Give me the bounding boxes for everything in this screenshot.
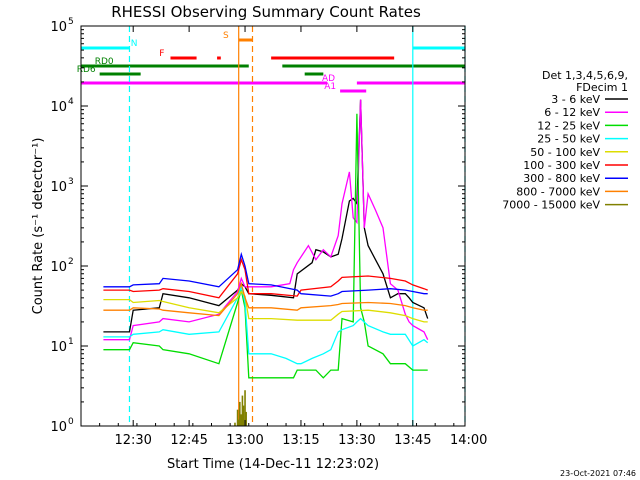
x-axis: 12:30 12:45 13:00 13:15 13:30 13:45 14:00: [80, 26, 487, 448]
footer-date: 23-Oct-2021 07:46: [560, 469, 636, 478]
y-tick-exponent-4: 4: [68, 97, 74, 107]
series-line-7: [103, 281, 428, 317]
legend-label-6: 300 - 800 keV: [523, 172, 600, 185]
series-line-5: [103, 257, 428, 299]
flag-label-a1: A1: [324, 82, 336, 92]
legend-label-4: 50 - 100 keV: [530, 146, 600, 159]
y-tick-label-0: 10: [50, 420, 67, 435]
y-tick-label-4: 10: [50, 100, 67, 115]
flag-label-rd0: RD0: [95, 57, 114, 67]
legend-label-2: 12 - 25 keV: [537, 119, 600, 132]
series-line-6: [103, 251, 428, 297]
y-axis-label: Count Rate (s⁻¹ detector⁻¹): [31, 138, 46, 315]
plot-frame: [80, 25, 466, 427]
legend-label-1: 6 - 12 keV: [544, 106, 600, 119]
y-tick-label-3: 10: [50, 180, 67, 195]
flag-label-ad: AD: [322, 74, 335, 84]
chart-title: RHESSI Observing Summary Count Rates: [111, 3, 421, 21]
series-8-bar-7: [244, 390, 246, 426]
y-tick-exponent-3: 3: [68, 177, 74, 187]
flag-label-f: F: [159, 49, 164, 59]
x-tick-label-4: 13:30: [338, 433, 375, 448]
series-line-4: [103, 290, 428, 323]
series-8-bar-4: [240, 414, 243, 426]
x-tick-label-2: 13:00: [226, 433, 263, 448]
y-tick-exponent-5: 5: [68, 17, 74, 27]
x-axis-label: Start Time (14-Dec-11 12:23:02): [167, 457, 379, 472]
y-tick-label-2: 10: [50, 260, 67, 275]
x-tick-label-1: 12:45: [170, 433, 207, 448]
y-tick-exponent-0: 0: [68, 417, 74, 427]
legend-header-1: FDecim 1: [576, 81, 628, 94]
series-8-bar-8: [245, 411, 247, 426]
marker-lines: [128, 26, 466, 426]
series-line-2: [103, 113, 428, 379]
x-tick-label-6: 14:00: [450, 433, 487, 448]
series-8-bar-5: [241, 395, 244, 426]
x-tick-label-5: 13:45: [394, 433, 431, 448]
x-tick-label-3: 13:15: [282, 433, 319, 448]
series-8-bar-1: [236, 409, 239, 426]
legend-label-5: 100 - 300 keV: [523, 159, 600, 172]
y-tick-label-1: 10: [50, 340, 67, 355]
flag-label-rd6: RD6: [77, 65, 96, 75]
legend-label-0: 3 - 6 keV: [551, 93, 600, 106]
legend-label-3: 25 - 50 keV: [537, 133, 600, 146]
y-tick-exponent-1: 1: [68, 337, 74, 347]
series-8-bar-2: [237, 419, 240, 426]
flag-label-n: N: [131, 39, 138, 49]
legend-label-7: 800 - 7000 keV: [516, 185, 600, 198]
series-line-1: [103, 99, 429, 341]
y-tick-exponent-2: 2: [68, 257, 74, 267]
legend-label-8: 7000 - 15000 keV: [502, 199, 600, 212]
flag-label-s: S: [223, 31, 229, 41]
x-tick-label-0: 12:30: [114, 433, 151, 448]
series-line-0: [103, 99, 429, 333]
series-8-bar-3: [239, 401, 241, 426]
series-8-bar-0: [234, 422, 236, 426]
legend-header-0: Det 1,3,4,5,6,9,: [542, 69, 628, 82]
series-lines: [103, 99, 429, 426]
y-tick-label-5: 10: [50, 20, 67, 35]
series-8-bar-6: [242, 405, 245, 426]
series-line-3: [103, 284, 429, 365]
